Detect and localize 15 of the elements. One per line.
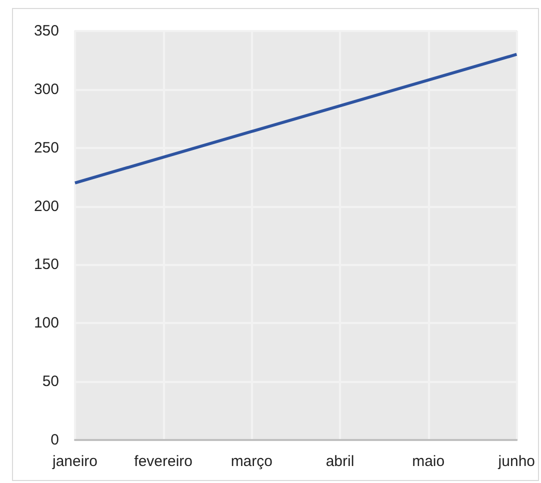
y-tick-label: 100: [34, 314, 59, 332]
x-tick-label: abril: [326, 453, 354, 470]
y-tick-label: 250: [34, 139, 59, 156]
x-tick-label: janeiro: [51, 453, 98, 470]
y-tick-label: 300: [34, 80, 59, 98]
x-tick-label: junho: [497, 453, 535, 470]
x-tick-label: fevereiro: [134, 453, 193, 470]
y-tick-label: 0: [50, 432, 59, 448]
y-tick-label: 150: [34, 256, 59, 274]
y-tick-label: 50: [42, 373, 59, 390]
line-series: [74, 52, 518, 184]
y-tick-label: 350: [34, 22, 59, 40]
x-tick-label: maio: [412, 453, 445, 470]
x-tick-label: março: [230, 453, 273, 470]
y-tick-label: 200: [34, 198, 59, 215]
